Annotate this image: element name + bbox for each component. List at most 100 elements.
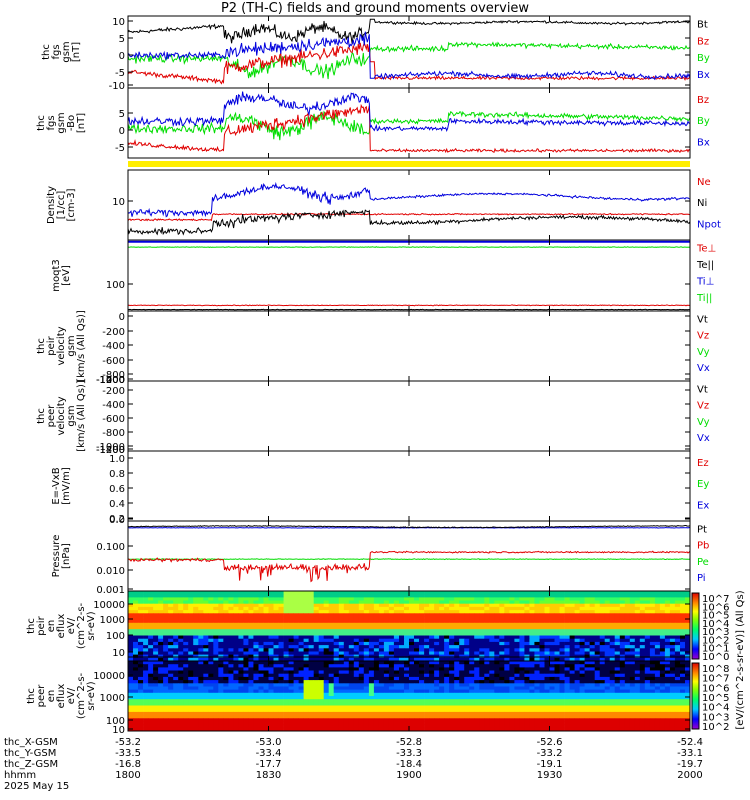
elec-cell <box>343 696 350 700</box>
ion-cell <box>514 638 520 643</box>
elec-cell <box>343 718 350 722</box>
ion-cell <box>644 651 651 656</box>
ion-cell <box>188 616 194 621</box>
elec-cell <box>509 680 515 684</box>
elec-cell <box>333 718 340 722</box>
elec-cell <box>634 718 641 722</box>
elec-cell <box>253 664 259 668</box>
elec-cell <box>524 724 530 729</box>
elec-cell <box>323 727 330 732</box>
ion-cell <box>258 641 264 646</box>
elec-cell <box>479 721 485 726</box>
ion-cell <box>564 606 570 611</box>
ion-cell <box>419 657 425 662</box>
elec-cell <box>539 664 545 668</box>
ion-cell <box>439 657 445 662</box>
ion-cell <box>574 597 580 601</box>
ion-cell <box>263 632 269 636</box>
elec-cell <box>283 686 289 691</box>
elec-cell <box>454 711 460 716</box>
ion-cell <box>318 610 325 614</box>
ion-cell <box>604 594 611 598</box>
ion-cell <box>564 594 570 598</box>
ion-cell <box>564 635 570 640</box>
elec-cell <box>509 673 515 678</box>
elec-cell <box>388 680 395 684</box>
elec-cell <box>393 683 400 687</box>
ion-cell <box>414 597 420 601</box>
elec-cell <box>494 724 500 729</box>
ion-cell <box>348 629 355 633</box>
elec-cell <box>318 676 325 681</box>
elec-cell <box>293 661 299 665</box>
elec-cell <box>459 680 465 684</box>
elec-cell <box>584 661 590 665</box>
elec-cell <box>268 724 274 729</box>
elec-cell <box>303 696 309 700</box>
elec-cell <box>509 664 515 668</box>
elec-cell <box>183 673 189 678</box>
ion-cell <box>674 600 681 605</box>
elec-cell <box>213 692 219 697</box>
elec-cell <box>474 692 480 697</box>
elec-cell <box>213 673 219 678</box>
ion-cell <box>484 648 490 652</box>
ion-cell <box>424 632 430 636</box>
elec-cell <box>148 673 154 678</box>
elec-cell <box>519 721 525 726</box>
elec-cell <box>188 705 194 710</box>
elec-cell <box>539 711 545 716</box>
elec-cell <box>128 699 134 703</box>
ion-cell <box>148 619 154 624</box>
ion-cell <box>313 606 320 611</box>
ion-cell <box>383 632 390 636</box>
elec-cell <box>238 680 244 684</box>
ion-cell <box>173 632 179 636</box>
elec-cell <box>434 699 440 703</box>
elec-cell <box>183 699 189 703</box>
ion-cell <box>559 619 565 624</box>
elec-cell <box>238 705 244 710</box>
elec-cell <box>393 721 400 726</box>
ion-cell <box>258 626 264 630</box>
elec-cell <box>474 708 480 713</box>
elec-cell <box>474 727 480 732</box>
ion-cell <box>143 657 149 662</box>
elec-cell <box>439 686 445 691</box>
ion-cell <box>554 622 560 627</box>
elec-cell <box>564 676 570 681</box>
elec-cell <box>308 718 314 722</box>
ion-cell <box>404 616 410 621</box>
ion-cell <box>514 594 520 598</box>
elec-cell <box>378 670 385 675</box>
ion-cell <box>353 641 360 646</box>
elec-cell <box>619 699 626 703</box>
ion-cell <box>629 648 636 652</box>
elec-cell <box>278 715 284 719</box>
ion-cell <box>604 645 611 649</box>
elec-cell <box>393 673 400 678</box>
ion-cell <box>173 622 179 627</box>
ion-cell <box>308 610 314 614</box>
ion-cell <box>328 657 335 662</box>
elec-cell <box>484 718 490 722</box>
elec-cell <box>233 680 239 684</box>
elec-cell <box>283 696 289 700</box>
ion-cell <box>153 638 159 643</box>
ion-cell <box>534 594 540 598</box>
ion-cell <box>303 610 309 614</box>
elec-cell <box>178 721 184 726</box>
elec-cell <box>253 708 259 713</box>
series-ne <box>127 212 691 222</box>
elec-cell <box>178 670 184 675</box>
ion-cell <box>168 600 174 605</box>
ion-cell <box>323 591 330 595</box>
ion-cell <box>604 610 611 614</box>
ion-cell <box>674 654 681 659</box>
elec-cell <box>574 683 580 687</box>
ion-cell <box>564 654 570 659</box>
ion-cell <box>609 600 616 605</box>
ion-cell <box>288 632 294 636</box>
ion-cell <box>383 619 390 624</box>
ion-cell <box>133 657 139 662</box>
